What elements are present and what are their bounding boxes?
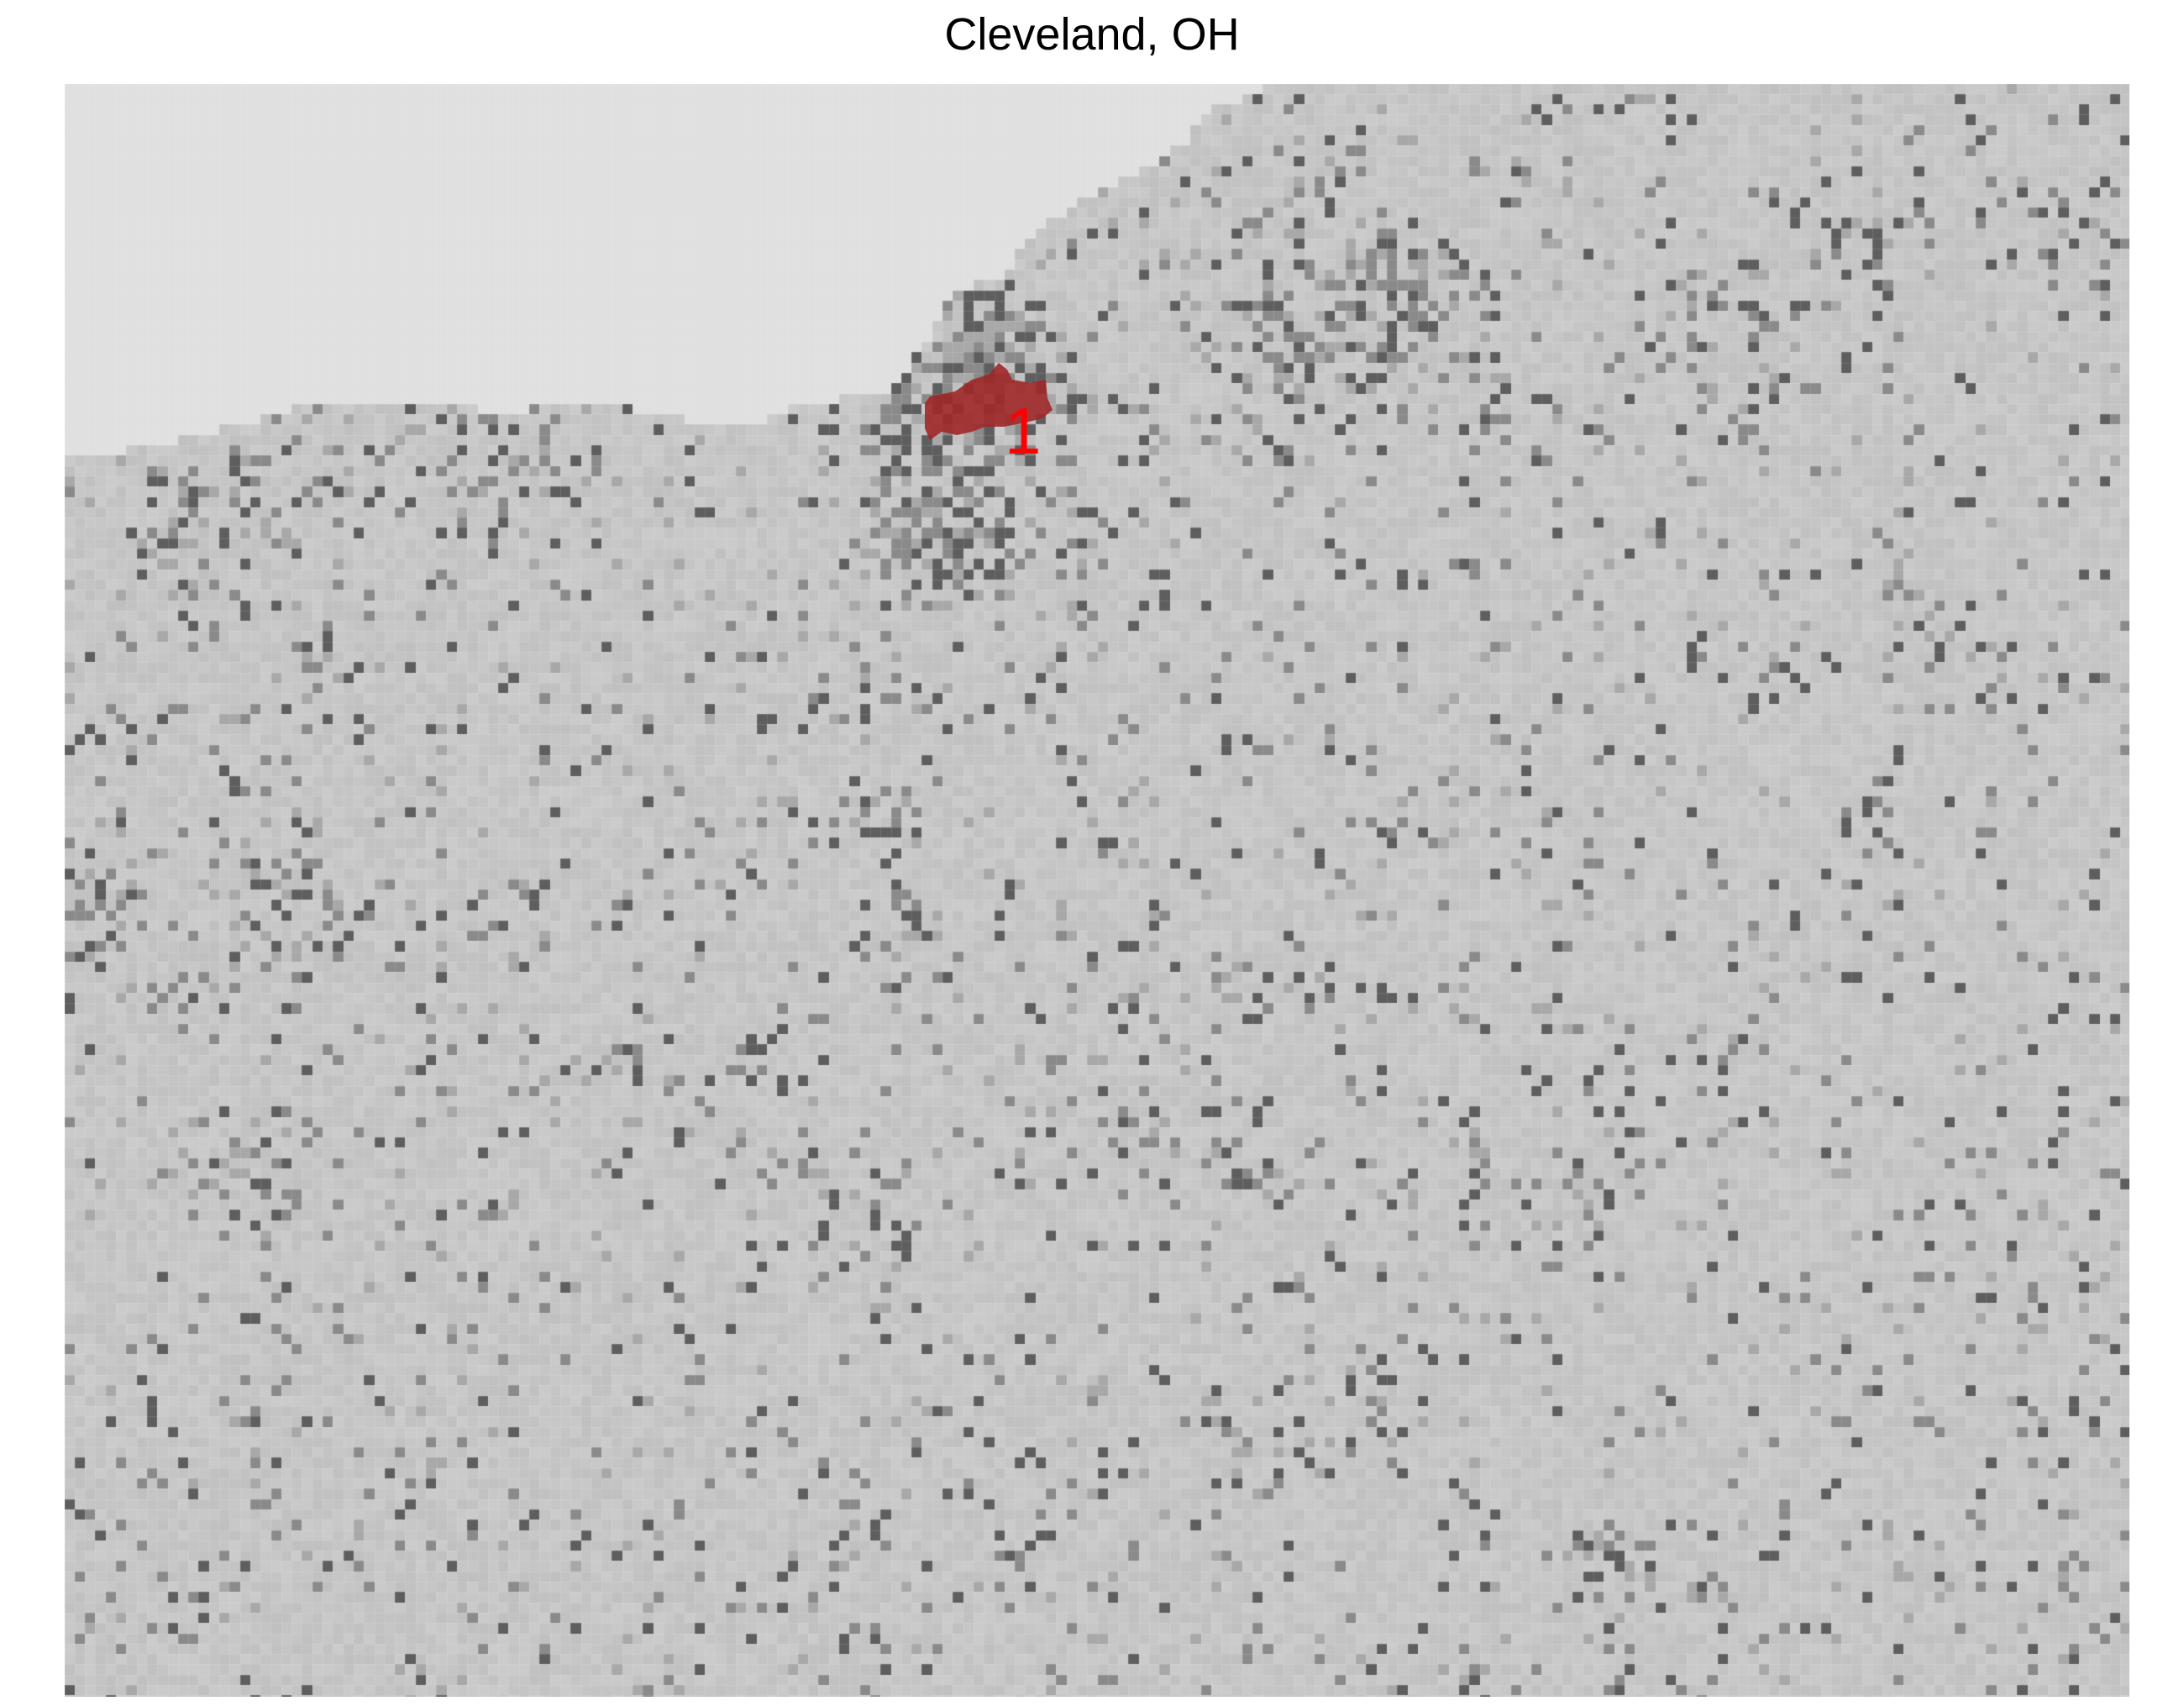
highlighted-region-1: [925, 363, 1053, 440]
land-cover-raster: [65, 84, 2129, 1697]
map-panel: 1: [65, 84, 2129, 1697]
region-label-1: 1: [1005, 394, 1041, 468]
map-overlay: 1: [925, 363, 1053, 468]
map-title: Cleveland, OH: [944, 9, 1240, 60]
